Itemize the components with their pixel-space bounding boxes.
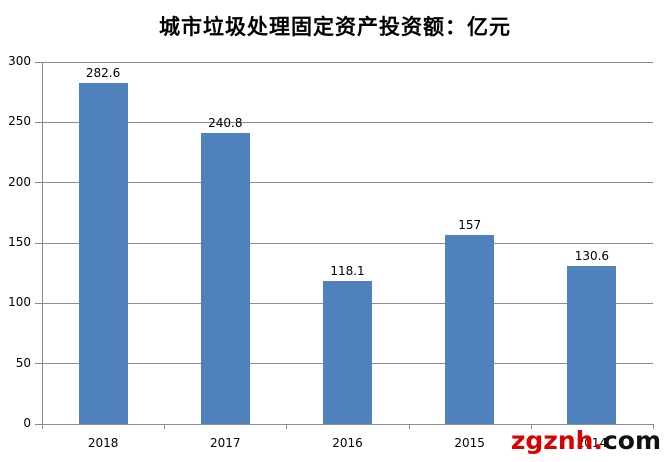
bar-2015 xyxy=(445,234,495,424)
y-axis-tick-label: 0 xyxy=(23,416,31,430)
bar-2017 xyxy=(200,133,250,424)
watermark-black-text: com xyxy=(602,426,661,455)
bar-value-label: 130.6 xyxy=(574,249,610,264)
y-axis-tick-label: 150 xyxy=(8,235,31,249)
x-axis-tick-label: 2018 xyxy=(87,436,119,450)
gridline xyxy=(42,242,653,244)
y-axis-tick xyxy=(35,182,42,184)
bar-value-label: 240.8 xyxy=(208,116,243,131)
y-axis-tick xyxy=(35,302,42,304)
gridline xyxy=(42,121,653,123)
chart-title: 城市垃圾处理固定资产投资额：亿元 xyxy=(159,15,511,39)
x-axis-tick xyxy=(286,424,288,429)
y-axis-tick xyxy=(35,61,42,63)
x-axis-tick xyxy=(408,424,410,429)
y-axis-tick xyxy=(35,121,42,123)
x-axis-tick xyxy=(164,424,166,429)
watermark-red-text: zgznh. xyxy=(510,426,603,455)
y-axis-line xyxy=(42,62,43,424)
bar-value-label: 118.1 xyxy=(330,264,365,279)
x-axis-tick-label: 2014 xyxy=(576,436,608,450)
y-axis-tick xyxy=(35,423,42,425)
y-axis-tick-label: 50 xyxy=(15,355,31,370)
bar-value-label: 282.6 xyxy=(85,65,121,80)
bar-2014 xyxy=(567,266,617,424)
gridline xyxy=(42,61,653,63)
bar-value-label: 157 xyxy=(458,217,482,232)
watermark: zgznh.com xyxy=(511,426,661,455)
x-axis-tick-label: 2016 xyxy=(332,436,363,450)
gridline xyxy=(42,182,653,184)
x-axis-tick-label: 2017 xyxy=(210,436,241,450)
y-axis-tick-label: 300 xyxy=(8,54,31,68)
y-axis-tick-label: 100 xyxy=(8,295,31,310)
x-axis-tick xyxy=(653,424,654,429)
bar-2018 xyxy=(78,82,128,424)
x-axis-tick xyxy=(530,424,532,429)
x-axis-tick xyxy=(42,424,43,429)
bar-2016 xyxy=(323,281,372,424)
y-axis-tick xyxy=(35,363,42,365)
y-axis-tick-label: 200 xyxy=(8,174,31,189)
y-axis-tick-label: 250 xyxy=(8,114,31,129)
x-axis-line xyxy=(42,423,653,425)
y-axis-tick xyxy=(35,242,42,244)
x-axis-tick-label: 2015 xyxy=(454,436,485,450)
